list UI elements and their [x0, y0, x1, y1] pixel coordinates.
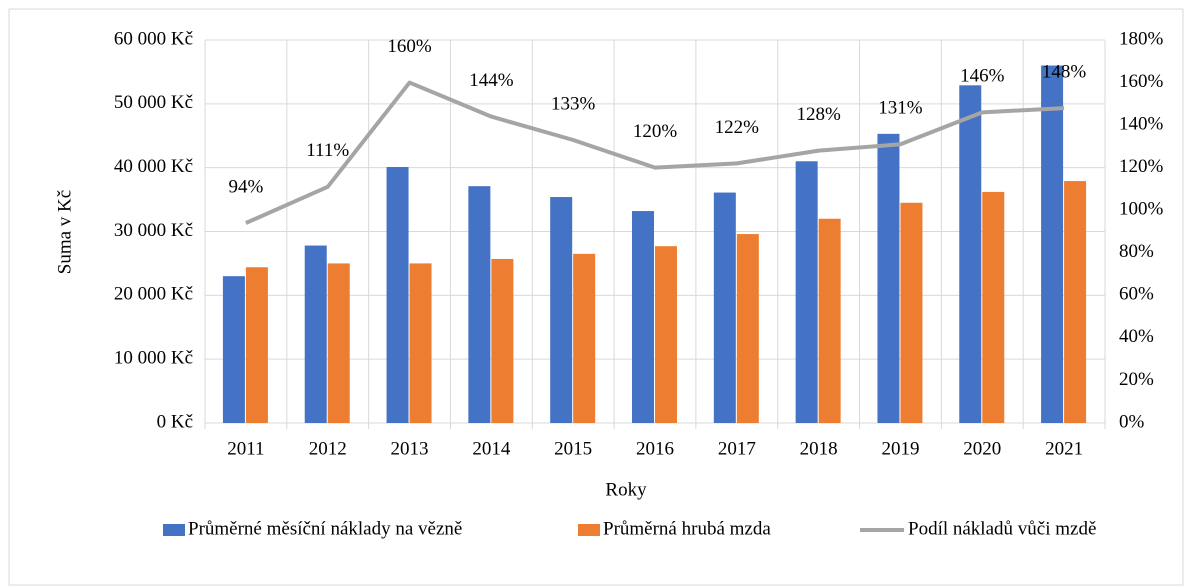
- y2-tick-label: 0%: [1119, 411, 1145, 432]
- y2-tick-label: 100%: [1119, 199, 1164, 220]
- x-tick-label: 2013: [391, 438, 429, 459]
- y2-tick-label: 20%: [1119, 369, 1154, 390]
- bar: [982, 191, 1005, 423]
- y-tick-label: 30 000 Kč: [114, 220, 193, 241]
- bar: [736, 234, 759, 423]
- line: [245, 80, 1065, 225]
- x-tick-label: 2017: [718, 438, 756, 459]
- y-axis-title: Suma v Kč: [54, 190, 75, 274]
- legend-label: Průměrná hrubá mzda: [603, 518, 771, 539]
- bar: [304, 245, 327, 423]
- y2-tick-label: 160%: [1119, 71, 1164, 92]
- bar: [573, 253, 596, 423]
- bar: [655, 246, 677, 423]
- legend-swatch: [163, 524, 185, 536]
- bar: [327, 263, 350, 423]
- x-tick-label: 2014: [472, 438, 511, 459]
- bar: [632, 211, 654, 423]
- legend-swatch: [578, 524, 600, 536]
- y2-tick-label: 120%: [1119, 156, 1164, 177]
- x-axis-title: Roky: [605, 479, 647, 500]
- bar: [959, 85, 982, 424]
- data-label: 111%: [306, 140, 349, 161]
- data-label: 94%: [228, 176, 263, 197]
- bar: [386, 167, 409, 423]
- bar: [222, 276, 245, 423]
- y-tick-label: 50 000 Kč: [114, 92, 193, 113]
- bar: [245, 267, 268, 423]
- y2-tick-label: 60%: [1119, 284, 1154, 305]
- bar: [1064, 181, 1087, 423]
- y-tick-label: 0 Kč: [157, 411, 193, 432]
- bar: [818, 218, 841, 423]
- bar: [900, 202, 923, 423]
- bar: [1041, 65, 1064, 424]
- x-tick-label: 2015: [554, 438, 592, 459]
- bar: [491, 258, 514, 423]
- bar: [550, 197, 573, 423]
- bar: [713, 192, 736, 423]
- bar: [409, 263, 432, 423]
- x-tick-label: 2016: [636, 438, 674, 459]
- y-tick-label: 60 000 Kč: [114, 28, 193, 49]
- data-label: 120%: [633, 121, 678, 142]
- bar: [468, 186, 491, 423]
- x-tick-label: 2012: [309, 438, 347, 459]
- legend-label: Průměrné měsíční náklady na vězně: [188, 518, 462, 539]
- data-label: 122%: [715, 117, 760, 138]
- data-label: 148%: [1042, 61, 1087, 82]
- y-tick-label: 20 000 Kč: [114, 284, 193, 305]
- legend-label: Podíl nákladů vůči mzdě: [908, 518, 1096, 539]
- y-tick-label: 40 000 Kč: [114, 156, 193, 177]
- x-tick-label: 2019: [881, 438, 919, 459]
- y2-tick-label: 40%: [1119, 326, 1154, 347]
- data-label: 146%: [960, 66, 1005, 87]
- x-tick-label: 2021: [1045, 438, 1083, 459]
- data-label: 133%: [551, 93, 596, 114]
- x-tick-label: 2011: [227, 438, 264, 459]
- data-label: 128%: [796, 104, 841, 125]
- y2-tick-label: 180%: [1119, 28, 1164, 49]
- y-tick-label: 10 000 Kč: [114, 348, 193, 369]
- x-tick-label: 2020: [963, 438, 1001, 459]
- data-label: 144%: [469, 70, 514, 91]
- y2-tick-label: 140%: [1119, 113, 1164, 134]
- y2-tick-label: 80%: [1119, 241, 1154, 262]
- data-label: 131%: [878, 98, 923, 119]
- data-label: 160%: [387, 36, 432, 57]
- bar: [795, 161, 818, 424]
- x-tick-label: 2018: [800, 438, 838, 459]
- bar: [877, 133, 900, 423]
